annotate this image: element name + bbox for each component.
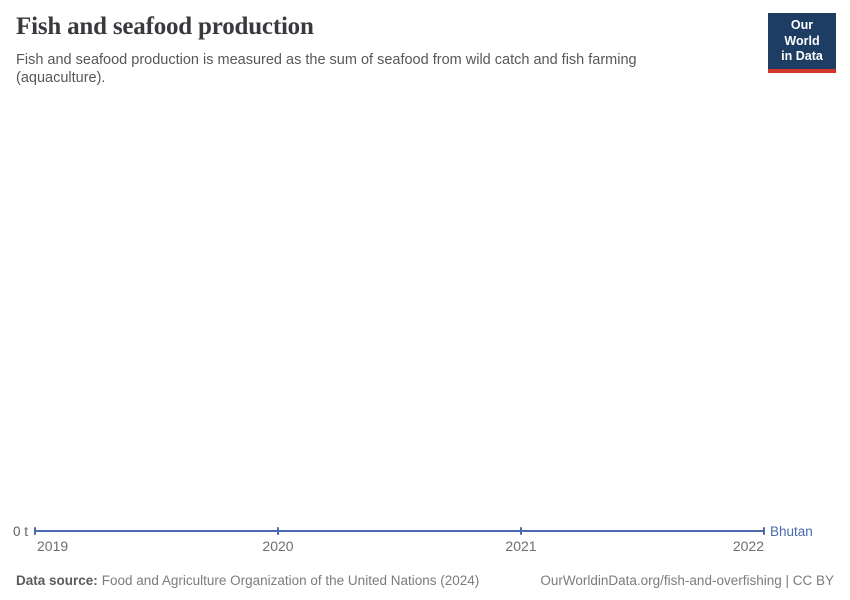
chart-subtitle: Fish and seafood production is measured …	[16, 52, 637, 86]
data-point-marker	[520, 527, 522, 535]
x-axis-tick-label: 2022	[732, 538, 764, 554]
x-axis-tick-label: 2020	[262, 538, 294, 554]
y-axis-zero-label: 0 t	[13, 524, 29, 539]
data-source-text: Food and Agriculture Organization of the…	[101, 573, 480, 588]
entity-label-bhutan[interactable]: Bhutan	[770, 524, 813, 539]
data-source-note: Data source: Food and Agriculture Organiz…	[16, 573, 479, 588]
owid-logo-line2: in Data	[781, 49, 823, 64]
owid-logo[interactable]: Our World in Data	[768, 13, 836, 73]
data-point-marker	[34, 527, 36, 535]
data-point-marker	[763, 527, 765, 535]
series-line-bhutan[interactable]	[35, 530, 764, 532]
x-axis-tick-label: 2019	[37, 538, 69, 554]
chart-footer: Data source: Food and Agriculture Organiz…	[16, 573, 834, 588]
page-title: Fish and seafood production	[16, 13, 314, 40]
owid-logo-line1: Our World	[784, 18, 820, 48]
data-point-marker	[277, 527, 279, 535]
data-source-label: Data source:	[16, 573, 98, 588]
x-axis-tick-label: 2021	[505, 538, 537, 554]
citation-link[interactable]: OurWorldinData.org/fish-and-overfishing …	[540, 573, 834, 588]
